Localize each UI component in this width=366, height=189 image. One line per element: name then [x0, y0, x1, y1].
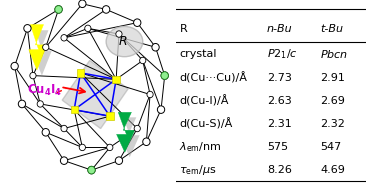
Text: 2.91: 2.91	[320, 73, 345, 83]
Circle shape	[55, 6, 62, 13]
Text: R: R	[118, 35, 127, 48]
Circle shape	[157, 106, 165, 113]
Text: 2.73: 2.73	[267, 73, 292, 83]
Text: 4.69: 4.69	[320, 165, 345, 175]
Text: 2.63: 2.63	[267, 96, 292, 106]
Circle shape	[115, 157, 123, 164]
Text: 547: 547	[320, 142, 341, 152]
Polygon shape	[116, 112, 135, 152]
Circle shape	[85, 25, 91, 32]
Text: R: R	[179, 24, 187, 34]
Text: n-Bu: n-Bu	[267, 24, 293, 34]
Text: 2.31: 2.31	[267, 119, 292, 129]
Polygon shape	[29, 25, 47, 70]
Circle shape	[79, 0, 86, 8]
Text: d(Cu-I)/Å: d(Cu-I)/Å	[179, 95, 229, 107]
Text: $\lambda_\mathrm{em}$/nm: $\lambda_\mathrm{em}$/nm	[179, 140, 222, 154]
Circle shape	[88, 166, 95, 174]
Circle shape	[37, 101, 44, 107]
Polygon shape	[122, 117, 140, 157]
Circle shape	[140, 57, 146, 64]
Circle shape	[161, 72, 168, 79]
Text: d(Cu-S)/Å: d(Cu-S)/Å	[179, 118, 233, 130]
Circle shape	[18, 100, 26, 108]
Bar	[77, 69, 84, 77]
Text: 2.69: 2.69	[320, 96, 345, 106]
Bar	[112, 76, 120, 83]
Circle shape	[102, 6, 110, 13]
Text: t-Bu: t-Bu	[320, 24, 343, 34]
Circle shape	[60, 157, 68, 164]
Circle shape	[79, 144, 86, 151]
Circle shape	[88, 166, 95, 174]
Circle shape	[116, 31, 122, 37]
Circle shape	[107, 144, 113, 151]
Circle shape	[24, 25, 31, 32]
Text: 575: 575	[267, 142, 288, 152]
Circle shape	[161, 72, 168, 79]
Polygon shape	[34, 30, 52, 76]
Circle shape	[134, 19, 141, 26]
Circle shape	[61, 125, 67, 132]
Circle shape	[55, 6, 62, 13]
Text: crystal: crystal	[179, 50, 217, 59]
Text: $\tau_\mathrm{em}$/$\mu$s: $\tau_\mathrm{em}$/$\mu$s	[179, 163, 217, 177]
Bar	[106, 112, 113, 120]
Circle shape	[30, 72, 36, 79]
Circle shape	[143, 138, 150, 146]
Text: 2.32: 2.32	[320, 119, 345, 129]
Circle shape	[11, 62, 18, 70]
Circle shape	[42, 129, 49, 136]
Bar	[71, 106, 78, 113]
Circle shape	[42, 44, 49, 50]
Text: 8.26: 8.26	[267, 165, 292, 175]
Polygon shape	[62, 60, 128, 129]
Ellipse shape	[106, 26, 143, 57]
Circle shape	[147, 91, 153, 98]
Circle shape	[134, 125, 140, 132]
Circle shape	[152, 43, 159, 51]
Circle shape	[61, 35, 67, 41]
Text: $Pbcn$: $Pbcn$	[320, 48, 348, 60]
Text: d(Cu···Cu)/Å: d(Cu···Cu)/Å	[179, 72, 247, 83]
Text: $\mathbf{Cu_4I_4}$: $\mathbf{Cu_4I_4}$	[27, 83, 63, 98]
Text: $P2_1/c$: $P2_1/c$	[267, 47, 298, 61]
